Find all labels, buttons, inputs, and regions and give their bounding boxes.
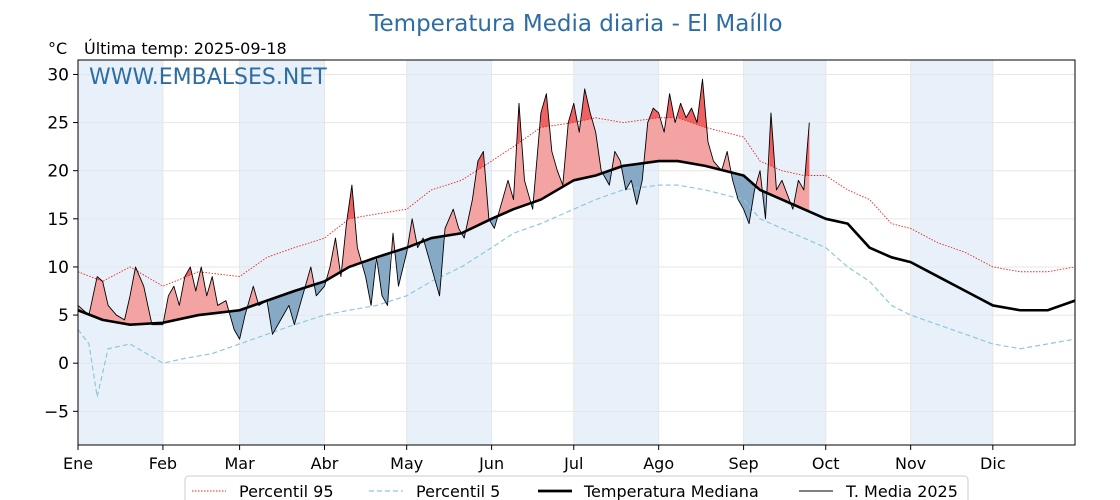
fill-above-p95 bbox=[581, 88, 592, 121]
series-lines bbox=[77, 78, 1076, 398]
chart-title: Temperatura Media diaria - El Maíllo bbox=[368, 11, 782, 37]
fill-above-median bbox=[327, 238, 340, 280]
x-tick-label-Ene: Ene bbox=[63, 454, 93, 473]
unit-label: °C bbox=[48, 39, 67, 58]
month-band-Nov bbox=[910, 60, 993, 445]
fill-above-p95 bbox=[184, 266, 192, 278]
fill-above-p95 bbox=[666, 93, 674, 118]
fill-above-median bbox=[723, 151, 730, 173]
fill-above-p95 bbox=[347, 185, 355, 220]
legend: Percentil 95 Percentil 5 Temperatura Med… bbox=[184, 475, 969, 500]
fill-below-median bbox=[731, 172, 755, 224]
fill-above-median bbox=[755, 170, 762, 191]
y-tick-label: 10 bbox=[47, 258, 69, 278]
series-line-percentil-95 bbox=[77, 117, 1076, 287]
x-tick-label-Nov: Nov bbox=[895, 454, 926, 473]
fill-below-median bbox=[603, 170, 611, 186]
fill-above-median bbox=[247, 286, 258, 308]
plot-frame bbox=[77, 59, 1076, 446]
legend-box bbox=[184, 475, 969, 500]
fill-above-p95 bbox=[477, 151, 484, 170]
x-tick-label-Sep: Sep bbox=[729, 454, 759, 473]
x-tick-label-May: May bbox=[390, 454, 423, 473]
x-tick-label-Jun: Jun bbox=[478, 454, 504, 473]
fill-below-median bbox=[230, 307, 247, 340]
fill-above-median bbox=[90, 266, 151, 325]
fill-above-median bbox=[766, 112, 791, 204]
y-tick-label: 25 bbox=[47, 114, 69, 134]
fill-above-median bbox=[794, 122, 810, 212]
fill-above-median bbox=[445, 209, 461, 236]
y-tick-label: −5 bbox=[44, 402, 69, 422]
fill-below-median bbox=[424, 236, 444, 296]
y-tick-label: 5 bbox=[58, 306, 69, 326]
month-band-Mar bbox=[239, 60, 325, 445]
x-axis-ticks: Ene Feb Mar Abr May Jun Jul Ago Sep Oct Nov Dic bbox=[63, 445, 1006, 473]
legend-label-p95: Percentil 95 bbox=[239, 482, 334, 500]
month-band-Ene bbox=[78, 60, 163, 445]
series-line-t-media-2025 bbox=[77, 78, 810, 340]
x-tick-label-Jul: Jul bbox=[563, 454, 583, 473]
y-axis-ticks: −5 0 5 10 15 20 25 30 bbox=[44, 65, 78, 422]
legend-label-median: Temperatura Mediana bbox=[583, 482, 759, 500]
series-line-temperatura-mediana bbox=[77, 159, 1076, 326]
x-tick-label-Mar: Mar bbox=[225, 454, 256, 473]
fill-below-median bbox=[268, 287, 304, 335]
fill-below-median bbox=[395, 247, 407, 287]
fill-above-median bbox=[408, 218, 417, 248]
x-tick-label-Feb: Feb bbox=[149, 454, 177, 473]
month-bands bbox=[78, 60, 993, 445]
fill-above-median bbox=[342, 185, 362, 271]
fill-below-median bbox=[377, 252, 391, 306]
legend-label-mean2025: T. Media 2025 bbox=[845, 482, 958, 500]
month-band-Sep bbox=[743, 60, 826, 445]
y-tick-label: 0 bbox=[58, 354, 69, 374]
x-tick-label-Abr: Abr bbox=[311, 454, 339, 473]
y-tick-label: 20 bbox=[47, 162, 69, 182]
last-reading-label: Última temp: 2025-09-18 bbox=[84, 39, 287, 58]
x-tick-label-Ago: Ago bbox=[643, 454, 674, 473]
month-band-May bbox=[406, 60, 492, 445]
series-line-percentil-5 bbox=[77, 184, 1076, 398]
x-tick-label-Oct: Oct bbox=[812, 454, 840, 473]
y-tick-label: 30 bbox=[47, 65, 69, 85]
fill-above-median bbox=[164, 266, 229, 323]
y-tick-label: 15 bbox=[47, 210, 69, 230]
fill-below-median bbox=[621, 163, 644, 205]
legend-label-p5: Percentil 5 bbox=[416, 482, 500, 500]
watermark: WWW.EMBALSES.NET bbox=[89, 65, 327, 90]
fill-above-median bbox=[466, 151, 489, 231]
x-tick-label-Dic: Dic bbox=[980, 454, 1006, 473]
